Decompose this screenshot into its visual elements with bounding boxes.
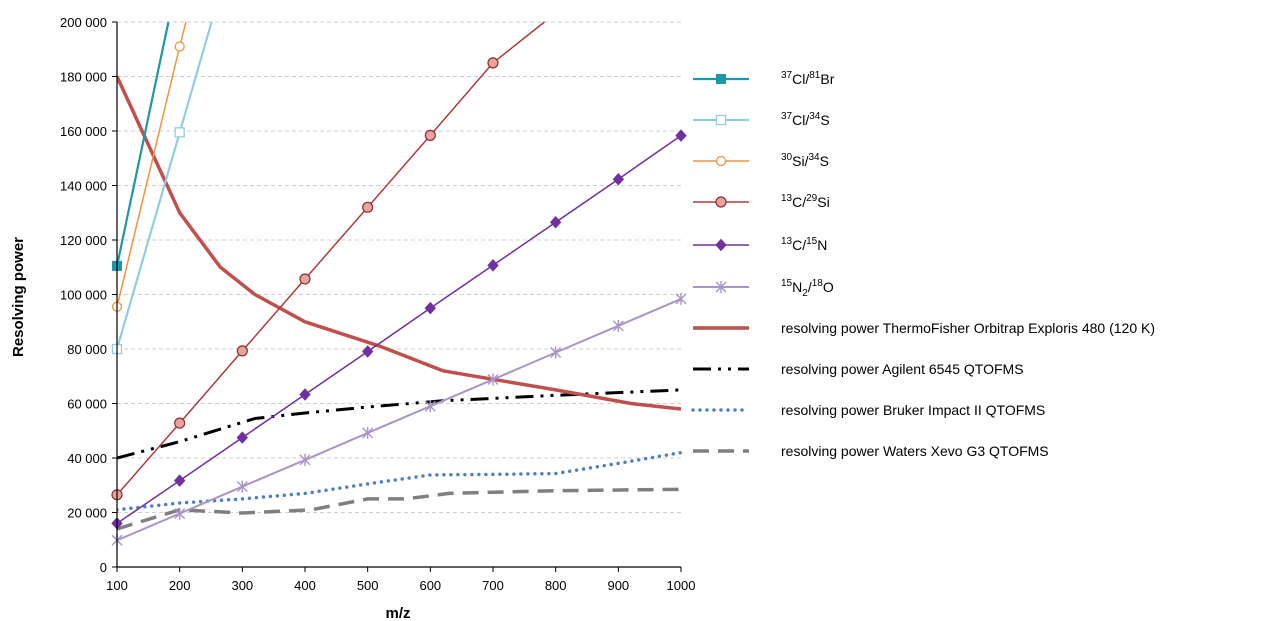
x-tick-label: 400 (294, 578, 316, 593)
series-c_si (117, 21, 545, 496)
legend-label-orbitrap: resolving power ThermoFisher Orbitrap Ex… (781, 320, 1155, 336)
legend-label-si_s: 30Si/34S (781, 152, 829, 169)
y-tick-label: 120 000 (60, 233, 107, 248)
data-point-n2_o (550, 346, 562, 359)
legend-marker-c_n (715, 238, 727, 252)
legend-label-c_n: 13C/15N (781, 236, 827, 253)
series-si_s (117, 21, 187, 307)
data-point-n2_o (424, 400, 436, 413)
y-axis-title: Resolving power (10, 237, 27, 357)
tick-labels: 0 20 000 40 000 60 000 80 000 100 000 120 000 1… (60, 15, 695, 593)
data-point-c_n (675, 129, 687, 142)
data-point-n2_o (174, 507, 186, 520)
series-n2_o (117, 297, 682, 542)
legend-label-c_si: 13C/29Si (781, 193, 830, 210)
series-orbitrap (117, 75, 682, 411)
legend-marker-si_s (715, 155, 727, 167)
y-tick-label: 80 000 (67, 342, 107, 357)
x-tick-label: 200 (169, 578, 191, 593)
data-point-c_n (487, 259, 499, 272)
x-tick-label: 600 (419, 578, 441, 593)
legend-entry-n2_o: 15N2/18O (693, 278, 834, 299)
y-tick-label: 0 (100, 560, 107, 575)
data-point-n2_o (612, 319, 624, 332)
legend-entry-si_s: 30Si/34S (693, 152, 829, 169)
data-point-n2_o (675, 292, 687, 305)
data-point-c_n (424, 301, 437, 315)
legend-entry-cl_br: 37Cl/81Br (693, 70, 835, 87)
legend-marker-cl_s (715, 114, 727, 126)
x-tick-label: 1000 (667, 578, 696, 593)
legend-entry-c_n: 13C/15N (693, 236, 827, 253)
y-tick-label: 200 000 (60, 15, 107, 30)
data-point-c_n (612, 172, 625, 186)
data-point-c_si (424, 129, 436, 141)
legend: 37Cl/81Br 37Cl/34S 30Si/34S 13C/29Si 13C/15N… (691, 70, 1155, 459)
series-line-si_s (117, 21, 187, 307)
legend-label-waters: resolving power Waters Xevo G3 QTOFMS (781, 443, 1049, 459)
y-tick-label: 60 000 (67, 397, 107, 412)
legend-marker-cl_br (716, 74, 726, 84)
data-point-n2_o (236, 480, 248, 493)
data-point-c_si (174, 417, 186, 429)
data-point-si_s (174, 41, 185, 52)
y-tick-label: 40 000 (67, 451, 107, 466)
legend-marker-n2_o (715, 281, 727, 293)
y-tick-label: 100 000 (60, 288, 107, 303)
legend-label-cl_s: 37Cl/34S (781, 111, 830, 128)
legend-entry-c_si: 13C/29Si (693, 193, 830, 210)
data-point-c_si (299, 273, 311, 285)
gridlines (112, 21, 682, 572)
data-point-c_n (173, 474, 186, 487)
series-line-cl_br (117, 21, 170, 267)
axes (116, 22, 681, 568)
series-line-orbitrap (117, 75, 682, 411)
data-point-c_n (299, 388, 311, 401)
legend-marker-c_si (715, 196, 727, 208)
x-axis-title: m/z (385, 605, 410, 621)
series-line-c_si (117, 21, 545, 496)
y-tick-label: 180 000 (60, 70, 107, 85)
data-point-c_si (362, 201, 374, 213)
series-c_n (117, 134, 682, 525)
series-line-bruker (117, 450, 682, 512)
legend-label-cl_br: 37Cl/81Br (781, 70, 835, 87)
x-tick-label: 700 (482, 578, 504, 593)
series-agilent (117, 388, 682, 460)
y-tick-label: 20 000 (67, 506, 107, 521)
x-tick-label: 500 (357, 578, 379, 593)
x-tick-label: 300 (231, 578, 253, 593)
data-point-n2_o (487, 373, 499, 386)
legend-entry-agilent: resolving power Agilent 6545 QTOFMS (693, 361, 1024, 377)
x-tick-label: 800 (545, 578, 567, 593)
legend-entry-waters: resolving power Waters Xevo G3 QTOFMS (693, 443, 1049, 459)
series-waters (117, 487, 682, 531)
series-line-waters (117, 487, 682, 531)
data-point-n2_o (299, 453, 311, 466)
series-line-agilent (117, 388, 682, 460)
series-cl_br (117, 21, 170, 267)
legend-entry-bruker: resolving power Bruker Impact II QTOFMS (691, 402, 1045, 418)
series-bruker (117, 450, 682, 512)
data-point-c_n (361, 345, 374, 358)
y-tick-label: 160 000 (60, 124, 107, 139)
data-point-n2_o (362, 426, 374, 439)
series-line-n2_o (117, 297, 682, 542)
series-layer (111, 21, 687, 547)
legend-label-n2_o: 15N2/18O (781, 278, 834, 299)
x-tick-label: 100 (106, 578, 128, 593)
data-point-c_si (236, 345, 248, 357)
data-point-c_si (487, 57, 499, 69)
legend-entry-cl_s: 37Cl/34S (693, 111, 830, 128)
data-point-c_n (549, 216, 562, 229)
x-tick-label: 900 (607, 578, 629, 593)
legend-entry-orbitrap: resolving power ThermoFisher Orbitrap Ex… (693, 320, 1155, 336)
data-point-cl_s (174, 127, 185, 138)
y-tick-label: 140 000 (60, 179, 107, 194)
data-point-c_n (236, 431, 249, 444)
legend-label-bruker: resolving power Bruker Impact II QTOFMS (781, 402, 1045, 418)
legend-label-agilent: resolving power Agilent 6545 QTOFMS (781, 361, 1024, 377)
series-line-c_n (117, 134, 682, 525)
